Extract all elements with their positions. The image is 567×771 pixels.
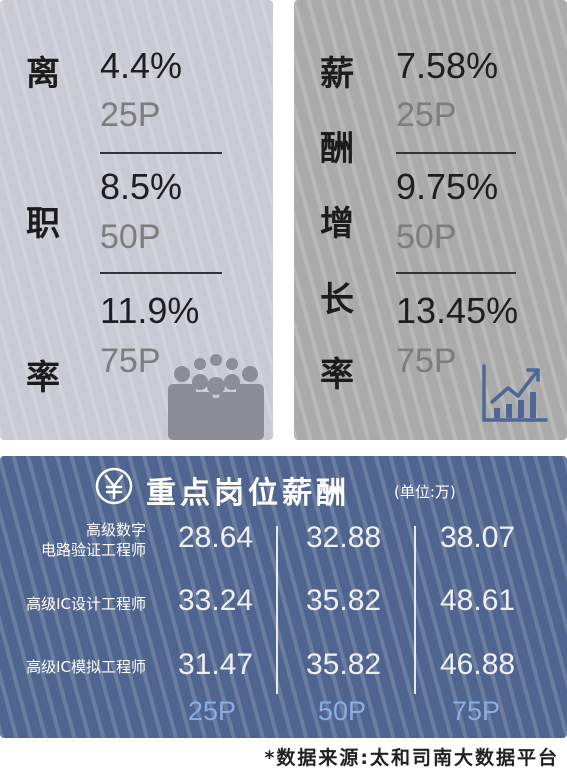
salary-growth-value-50p: 9.75% <box>396 166 499 207</box>
salary-growth-title-char: 薪 <box>320 54 354 94</box>
turnover-title-char: 率 <box>26 358 60 398</box>
salary-value: 35.82 <box>306 584 382 617</box>
salary-value: 28.64 <box>178 521 254 554</box>
salary-growth-percentile-25p: 25P <box>396 96 457 134</box>
salary-value: 31.47 <box>178 648 254 681</box>
salary-value: 48.61 <box>440 584 516 617</box>
divider <box>396 152 516 154</box>
salary-value: 38.07 <box>440 521 516 554</box>
turnover-value-75p: 11.9% <box>100 290 200 331</box>
salary-growth-title-char: 增 <box>320 204 354 244</box>
turnover-title-char: 职 <box>26 204 60 244</box>
salary-value: 32.88 <box>306 521 382 554</box>
turnover-value-50p: 8.5% <box>100 166 183 207</box>
divider <box>100 152 222 154</box>
salary-value: 33.24 <box>178 584 254 617</box>
position-label: 高级IC模拟工程师 <box>26 658 146 676</box>
salary-growth-title-char: 长 <box>320 280 354 320</box>
position-label-line: 电路验证工程师 <box>40 541 146 559</box>
turnover-value-25p: 4.4% <box>100 45 183 86</box>
salary-value: 46.88 <box>440 648 516 681</box>
salary-growth-value-25p: 7.58% <box>396 45 499 86</box>
position-label: 高级IC设计工程师 <box>26 595 146 613</box>
turnover-percentile-75p: 75P <box>100 342 161 380</box>
position-label-line: 高级数字 <box>85 521 146 539</box>
salary-growth-title-char: 率 <box>320 355 354 395</box>
column-label-50p: 50P <box>318 696 367 726</box>
yen-coin-icon <box>95 467 133 505</box>
salary-growth-title-char: 酬 <box>320 129 354 169</box>
salary-growth-percentile-75p: 75P <box>396 342 457 380</box>
key-positions-title: 重点岗位薪酬 <box>146 476 350 511</box>
people-group-icon <box>168 354 264 440</box>
turnover-percentile-25p: 25P <box>100 96 161 134</box>
divider <box>396 272 516 274</box>
key-positions-unit: (单位:万) <box>394 483 456 501</box>
rising-bar-chart-icon <box>482 364 548 422</box>
column-divider <box>276 526 278 694</box>
turnover-percentile-50p: 50P <box>100 218 161 256</box>
column-divider <box>414 526 416 694</box>
column-label-75p: 75P <box>452 696 501 726</box>
salary-growth-value-75p: 13.45% <box>396 290 519 331</box>
turnover-title-char: 离 <box>26 54 60 94</box>
position-label: 高级数字 电路验证工程师 <box>41 520 146 560</box>
salary-growth-percentile-50p: 50P <box>396 218 457 256</box>
data-source-footnote: *数据来源:太和司南大数据平台 <box>264 747 559 769</box>
column-label-25p: 25P <box>188 696 237 726</box>
divider <box>100 272 222 274</box>
salary-value: 35.82 <box>306 648 382 681</box>
